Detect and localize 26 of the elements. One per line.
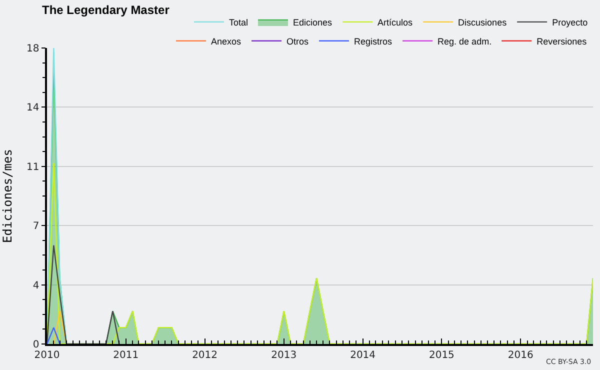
legend-label: Reversiones xyxy=(536,36,588,46)
legend-label: Proyecto xyxy=(552,17,588,28)
x-tick-label: 2015 xyxy=(428,350,454,361)
x-tick-label: 2013 xyxy=(271,350,297,361)
legend-label: Anexos xyxy=(211,36,242,46)
legend-label: Reg. de adm. xyxy=(438,36,492,46)
legend-label: Artículos xyxy=(378,17,414,28)
x-tick-label: 2010 xyxy=(34,350,60,361)
y-tick-label: 0 xyxy=(32,340,40,350)
legend-label: Otros xyxy=(286,36,310,46)
legend-label: Discusiones xyxy=(458,17,508,28)
y-axis-title: Ediciones/mes xyxy=(0,149,14,243)
y-tick-label: 14 xyxy=(26,102,40,114)
y-tick-label: 7 xyxy=(32,221,40,232)
line-series xyxy=(47,244,120,344)
y-tick-label: 18 xyxy=(26,44,40,54)
x-tick-label: 2016 xyxy=(508,350,534,361)
y-tick-label: 11 xyxy=(26,162,40,173)
x-tick-label: 2012 xyxy=(192,350,218,361)
legend-label: Registros xyxy=(354,36,393,46)
x-tick-label: 2011 xyxy=(113,350,139,361)
y-tick-label: 4 xyxy=(32,280,40,292)
legend-label: Ediciones xyxy=(293,17,333,28)
chart-title: The Legendary Master xyxy=(42,2,170,17)
legend-label: Total xyxy=(229,17,248,28)
x-tick-label: 2014 xyxy=(350,350,376,361)
